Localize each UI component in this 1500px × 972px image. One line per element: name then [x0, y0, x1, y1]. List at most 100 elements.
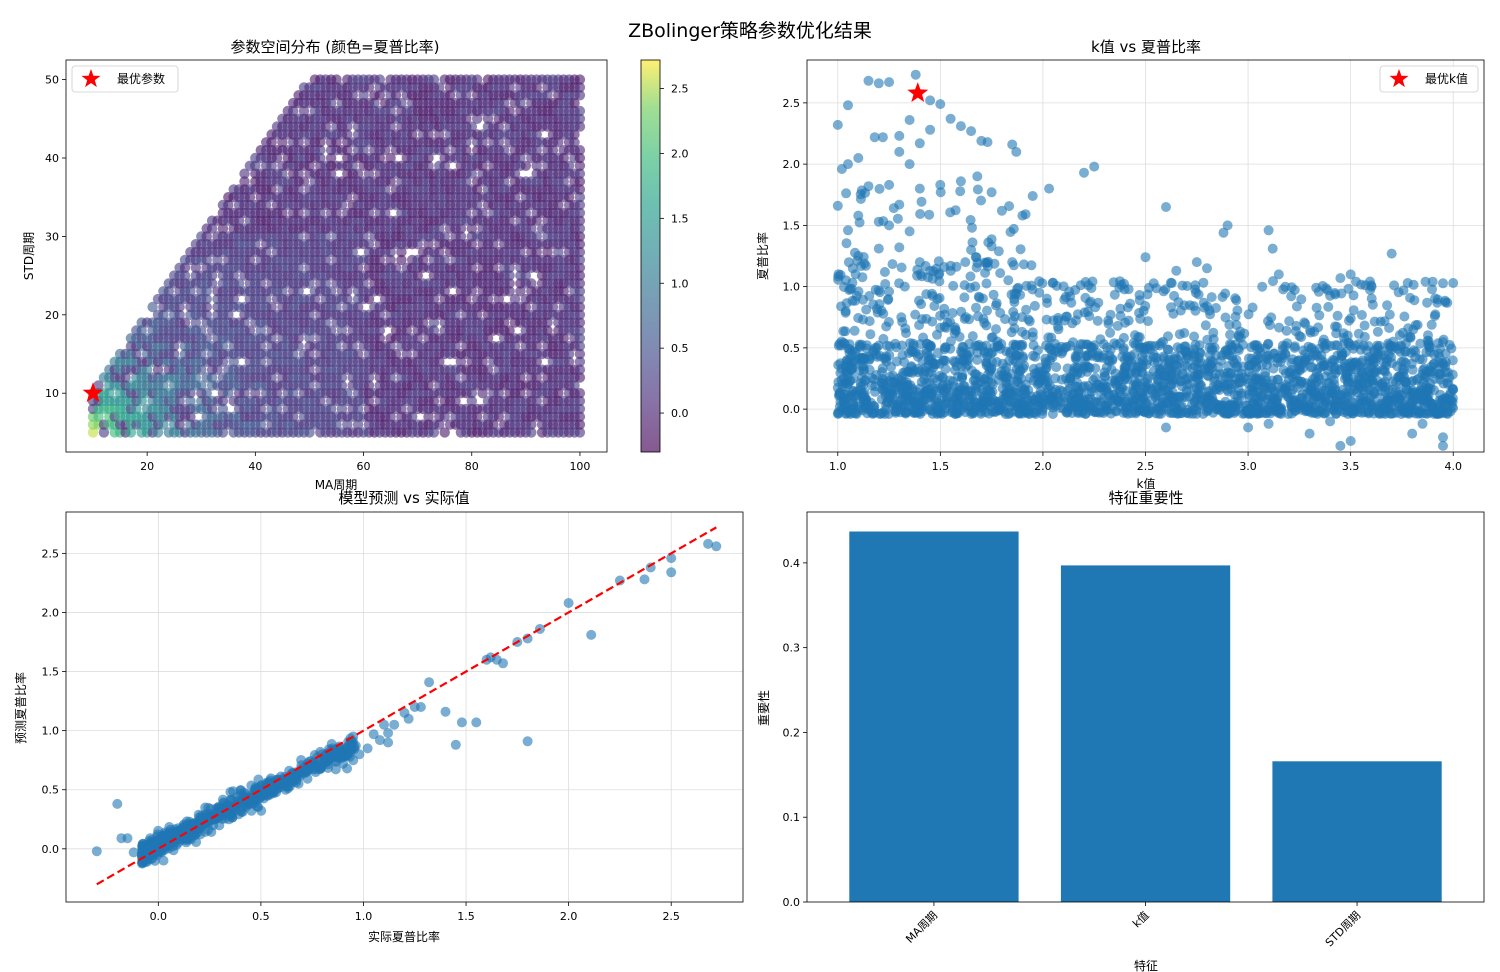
p1-data-point — [499, 176, 510, 187]
p1-data-point — [515, 152, 526, 164]
p2-data-point — [1232, 305, 1243, 316]
p1-data-point — [217, 223, 229, 234]
p2-data-point — [1438, 278, 1448, 289]
p1-data-point — [261, 199, 272, 211]
p1-data-point — [488, 262, 499, 273]
p1-data-point — [239, 168, 250, 179]
p2-data-point — [1189, 331, 1200, 342]
p1-data-point — [352, 419, 364, 430]
x-tick-label: 60 — [357, 460, 371, 473]
p2-data-point — [1169, 290, 1180, 301]
p1-data-point — [472, 309, 483, 320]
p1-data-point — [347, 90, 358, 101]
x-tick-label: 80 — [465, 460, 479, 473]
p1-data-point — [439, 160, 450, 171]
p1-data-point — [304, 364, 315, 375]
p1-data-point — [439, 145, 450, 156]
p2-data-point — [1051, 362, 1062, 373]
p1-data-point — [190, 262, 201, 273]
p1-data-point — [261, 293, 272, 305]
p1-data-point — [342, 145, 353, 156]
p1-data-point — [158, 309, 169, 320]
p1-data-point — [515, 246, 526, 258]
p1-data-point — [531, 372, 542, 383]
p1-data-point — [342, 121, 353, 132]
p1-data-point — [423, 160, 434, 171]
colorbar-tick-label: 0.5 — [671, 342, 689, 355]
y-tick-label: 50 — [45, 74, 59, 87]
p1-data-point — [466, 168, 477, 179]
p1-data-point — [233, 215, 245, 226]
p1-data-point — [493, 121, 504, 132]
p1-data-point — [417, 254, 429, 266]
p2-data-point — [967, 365, 977, 376]
p2-data-point — [1353, 339, 1364, 350]
p1-data-point — [374, 333, 385, 344]
p1-data-point — [325, 168, 337, 179]
p1-data-point — [504, 270, 515, 281]
p1-data-point — [499, 145, 510, 156]
p1-data-point — [223, 309, 234, 320]
p2-data-point — [1382, 300, 1393, 311]
p1-data-point — [385, 372, 396, 383]
p1-data-point — [504, 325, 515, 336]
p1-data-point — [428, 74, 440, 85]
p1-data-point — [325, 403, 337, 415]
p1-data-point — [472, 113, 483, 125]
p1-data-point — [574, 74, 586, 85]
p1-data-point — [331, 137, 342, 148]
p2-data-point — [1014, 366, 1025, 376]
p1-data-point — [228, 293, 239, 305]
p1-data-point — [482, 113, 494, 125]
p2-data-point — [979, 317, 990, 328]
p1-data-point — [320, 278, 331, 289]
p1-data-point — [271, 388, 283, 399]
p1-data-point — [239, 388, 250, 399]
p1-data-point — [504, 278, 515, 289]
p1-data-point — [455, 356, 467, 367]
p2-data-point — [1323, 301, 1334, 312]
p1-data-point — [423, 380, 434, 391]
p1-data-point — [239, 317, 250, 328]
p1-data-point — [331, 341, 342, 352]
p1-data-point — [396, 97, 407, 109]
p1-title: 参数空间分布 (颜色=夏普比率) — [230, 38, 439, 56]
p1-data-point — [342, 286, 353, 297]
p1-data-point — [152, 364, 164, 375]
p1-data-point — [526, 427, 537, 438]
p2-data-point — [1225, 329, 1236, 340]
p1-data-point — [239, 176, 250, 187]
p1-data-point — [482, 333, 494, 344]
p1-data-point — [542, 246, 553, 258]
p2-data-point — [1223, 361, 1234, 371]
p1-data-point — [304, 333, 315, 344]
p2-data-point — [1190, 305, 1201, 316]
p1-data-point — [504, 215, 515, 226]
p1-data-point — [325, 286, 337, 297]
p1-data-point — [526, 419, 537, 430]
p1-legend: 最优参数 — [71, 65, 179, 93]
colorbar-tick-label: 1.0 — [671, 277, 689, 290]
p1-data-point — [531, 395, 542, 407]
p1-data-point — [315, 137, 326, 148]
p1-data-point — [504, 286, 515, 297]
p1-data-point — [455, 231, 467, 242]
p1-data-point — [179, 317, 191, 328]
x-tick-label: 20 — [140, 460, 154, 473]
p1-data-point — [547, 301, 559, 313]
p1-data-point — [515, 372, 526, 383]
p1-data-point — [325, 97, 337, 109]
p1-data-point — [201, 309, 212, 320]
p1-data-point — [266, 160, 277, 171]
p1-data-point — [288, 348, 299, 360]
p1-data-point — [104, 388, 115, 399]
p1-data-point — [542, 325, 553, 336]
p1-data-point — [201, 254, 212, 266]
p1-data-point — [472, 184, 483, 195]
p1-data-point — [336, 403, 348, 415]
p1-data-point — [385, 254, 396, 266]
p1-data-point — [87, 427, 99, 438]
p1-data-point — [439, 254, 450, 266]
p1-data-point — [217, 427, 229, 438]
p1-data-point — [315, 207, 326, 219]
